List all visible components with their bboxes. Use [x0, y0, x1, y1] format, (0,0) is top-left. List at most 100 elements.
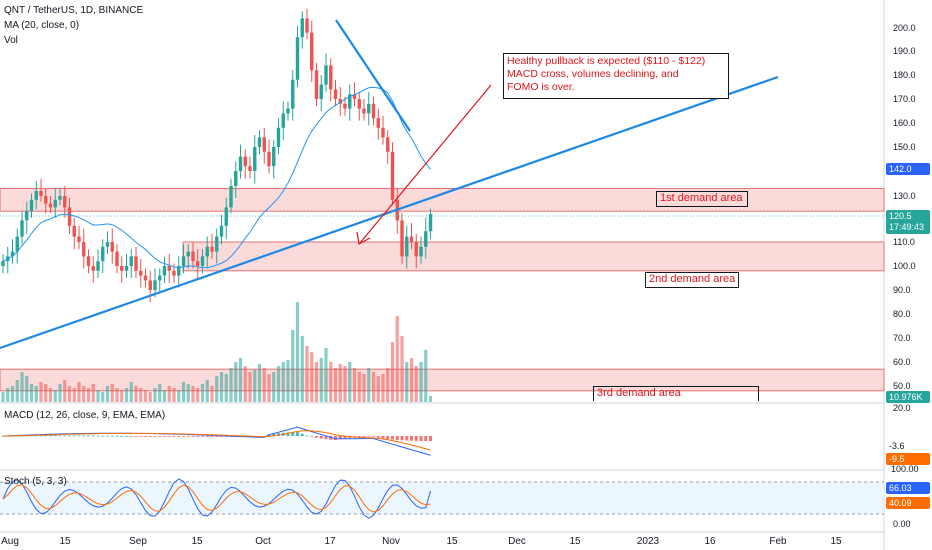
macd-histogram-bar [106, 435, 109, 437]
candle-body [205, 246, 209, 257]
macd-histogram-bar [334, 436, 337, 441]
macd-histogram-bar [386, 436, 390, 440]
price-tick-label: 180.0 [893, 70, 916, 80]
macd-histogram-bar [324, 436, 328, 440]
price-tick-label: 90.0 [893, 285, 911, 295]
price-tick-label: 200.0 [893, 23, 916, 33]
volume-label: 10.976K [886, 391, 930, 403]
volume-bar [314, 362, 319, 402]
candle-body [25, 211, 29, 221]
time-tick-label: Nov [382, 536, 400, 547]
volume-bar [390, 342, 395, 402]
vol-legend: Vol [4, 35, 18, 46]
volume-bar [253, 370, 257, 402]
volume-bar [272, 372, 276, 402]
candle-body [310, 32, 314, 71]
candle-body [115, 251, 119, 266]
volume-bar [82, 386, 86, 402]
macd-histogram-bar [39, 435, 43, 437]
candle-body [329, 65, 333, 90]
volume-bar [77, 382, 81, 402]
volume-bar [44, 384, 48, 402]
macd-histogram-bar [272, 433, 276, 436]
volume-bar [291, 330, 295, 402]
volume-bar [428, 396, 433, 402]
demand-zone-1 [0, 188, 885, 212]
volume-bar [414, 366, 418, 402]
volume-bar [395, 316, 399, 402]
macd-histogram-bar [315, 436, 318, 438]
volume-bar [115, 388, 119, 402]
time-tick-label: 17 [324, 536, 336, 547]
candle-body [139, 270, 143, 276]
stoch-d-line [2, 484, 431, 513]
last-price-label: 120.5 17:49:43 [886, 210, 930, 234]
note-line-1: Healthy pullback is expected ($110 - $12… [507, 55, 706, 67]
volume-bar [101, 392, 105, 402]
volume-bar [20, 372, 24, 402]
candle-body [77, 236, 81, 242]
volume-bar [10, 386, 15, 402]
volume-bar [148, 392, 152, 402]
ma-line [2, 86, 431, 269]
candle-body [86, 256, 91, 266]
candle-body [29, 199, 34, 212]
downtrend-line [335, 19, 411, 132]
candle-body [105, 242, 110, 247]
time-tick-label: 15 [191, 536, 203, 547]
macd-histogram-bar [305, 435, 309, 437]
candle-body [58, 196, 62, 200]
stoch-axis-top: 100.00 [891, 464, 919, 474]
candle-body [305, 18, 309, 33]
candle-body [376, 118, 380, 128]
volume-bar [295, 302, 300, 402]
candle-body [219, 225, 224, 237]
macd-histogram-bar [381, 436, 385, 439]
candle-body [352, 94, 357, 99]
countdown-value: 17:49:43 [889, 222, 925, 232]
volume-bar [139, 388, 143, 402]
macd-histogram-bar [215, 436, 219, 437]
volume-bar [143, 390, 148, 402]
macd-histogram-bar [310, 436, 314, 437]
candle-body [276, 127, 281, 147]
volume-bar [177, 390, 181, 402]
time-tick-label: Feb [769, 536, 787, 547]
volume-bar [86, 388, 91, 402]
macd-histogram-bar [120, 435, 124, 437]
macd-line [2, 426, 431, 456]
candle-body [409, 236, 414, 242]
price-tick-label: 190.0 [893, 46, 916, 56]
demand1-label: 1st demand area [656, 191, 748, 207]
candle-body [343, 103, 347, 109]
time-tick-label: 15 [569, 536, 581, 547]
volume-bar [248, 372, 252, 402]
volume-bar [319, 358, 323, 402]
macd-histogram-bar [220, 436, 223, 437]
volume-bar [409, 358, 414, 402]
candle-body [96, 261, 100, 271]
macd-histogram-bar [405, 436, 409, 441]
time-tick-label: 15 [446, 536, 458, 547]
macd-histogram-bar [372, 436, 375, 437]
macd-histogram-bar [49, 435, 52, 437]
candle-body [414, 242, 418, 257]
demand3-text: 3rd demand area [597, 387, 681, 399]
macd-histogram-bar [376, 436, 380, 438]
macd-histogram-bar [77, 435, 81, 437]
candle-body [405, 236, 409, 257]
candle-body [215, 236, 219, 252]
macd-histogram-bar [101, 435, 105, 437]
price-tick-label: 150.0 [893, 142, 916, 152]
demand-zone-2 [182, 241, 885, 272]
macd-axis-top: 20.0 [893, 403, 911, 413]
macd-histogram-bar [414, 436, 418, 441]
volume-bar [376, 376, 380, 402]
candle-body [44, 196, 48, 204]
macd-histogram-bar [319, 436, 323, 439]
macd-histogram-bar [129, 435, 133, 437]
volume-bar [205, 380, 209, 402]
candle-body [291, 79, 295, 109]
volume-bar [357, 372, 361, 402]
macd-histogram-bar [182, 436, 185, 437]
